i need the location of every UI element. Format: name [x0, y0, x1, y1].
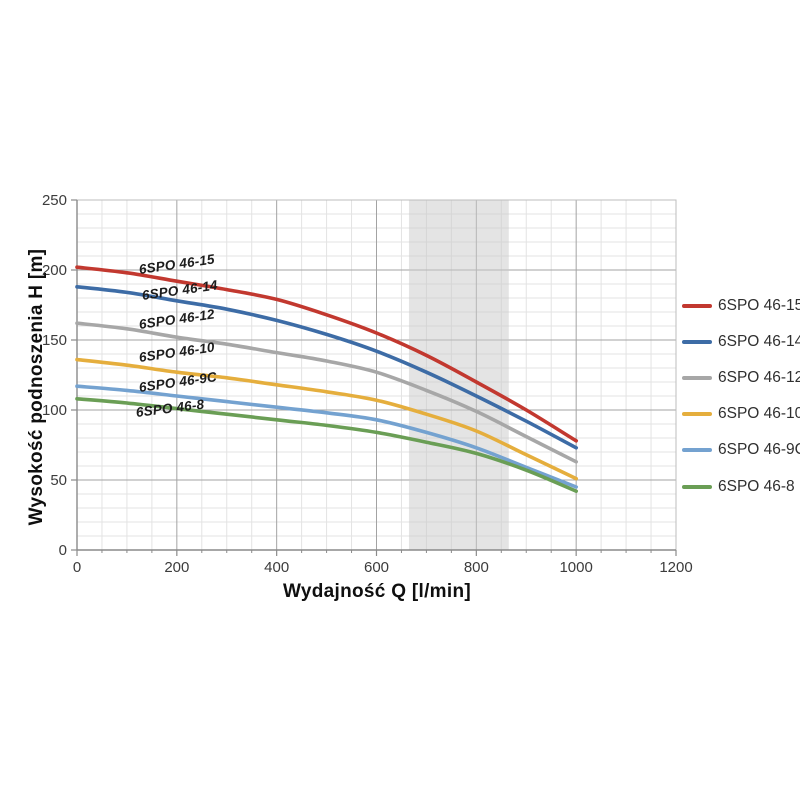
- legend-item-6spo-46-14: 6SPO 46-14: [682, 332, 800, 352]
- y-tick-label: 250: [42, 192, 67, 209]
- x-tick-label: 400: [264, 559, 289, 576]
- curve-6spo-46-10: [75, 357, 578, 481]
- legend-line-6spo-46-8: [682, 485, 712, 489]
- x-tick-label: 800: [464, 559, 489, 576]
- x-tick-label: 600: [364, 559, 389, 576]
- legend-line-6spo-46-9c: [682, 448, 712, 452]
- x-axis-title: Wydajność Q [l/min]: [283, 581, 471, 602]
- legend-label: 6SPO 46-9C: [718, 441, 800, 458]
- legend-item-6spo-46-15: 6SPO 46-15: [682, 296, 800, 316]
- legend-line-6spo-46-14: [682, 340, 712, 344]
- curve-6spo-46-14: [75, 285, 578, 450]
- y-axis-title: Wysokość podnoszenia H [m]: [26, 248, 47, 526]
- curve-6spo-46-15: [75, 265, 578, 443]
- legend-label: 6SPO 46-12: [718, 369, 800, 386]
- y-tick-label: 100: [42, 402, 67, 419]
- legend-label: 6SPO 46-10: [718, 405, 800, 422]
- legend-line-6spo-46-15: [682, 304, 712, 308]
- curve-6spo-46-12: [75, 321, 578, 464]
- legend-item-6spo-46-12: 6SPO 46-12: [682, 368, 800, 388]
- y-tick-label: 200: [42, 262, 67, 279]
- legend-item-6spo-46-9c: 6SPO 46-9C: [682, 440, 800, 460]
- legend-label: 6SPO 46-15: [718, 297, 800, 314]
- legend-item-6spo-46-8: 6SPO 46-8: [682, 477, 795, 497]
- operating-range-band: [408, 200, 509, 550]
- x-tick-label: 1000: [559, 559, 592, 576]
- x-tick-label: 0: [73, 559, 81, 576]
- legend-line-6spo-46-12: [682, 376, 712, 380]
- legend-label: 6SPO 46-14: [718, 333, 800, 350]
- y-tick-label: 150: [42, 332, 67, 349]
- curve-6spo-46-9c: [75, 384, 578, 489]
- legend-label: 6SPO 46-8: [718, 478, 795, 495]
- curve-6spo-46-8: [75, 397, 578, 493]
- x-tick-label: 1200: [659, 559, 692, 576]
- legend-line-6spo-46-10: [682, 412, 712, 416]
- x-tick-label: 200: [164, 559, 189, 576]
- legend-item-6spo-46-10: 6SPO 46-10: [682, 404, 800, 424]
- y-tick-label: 50: [50, 472, 67, 489]
- y-tick-label: 0: [59, 542, 67, 559]
